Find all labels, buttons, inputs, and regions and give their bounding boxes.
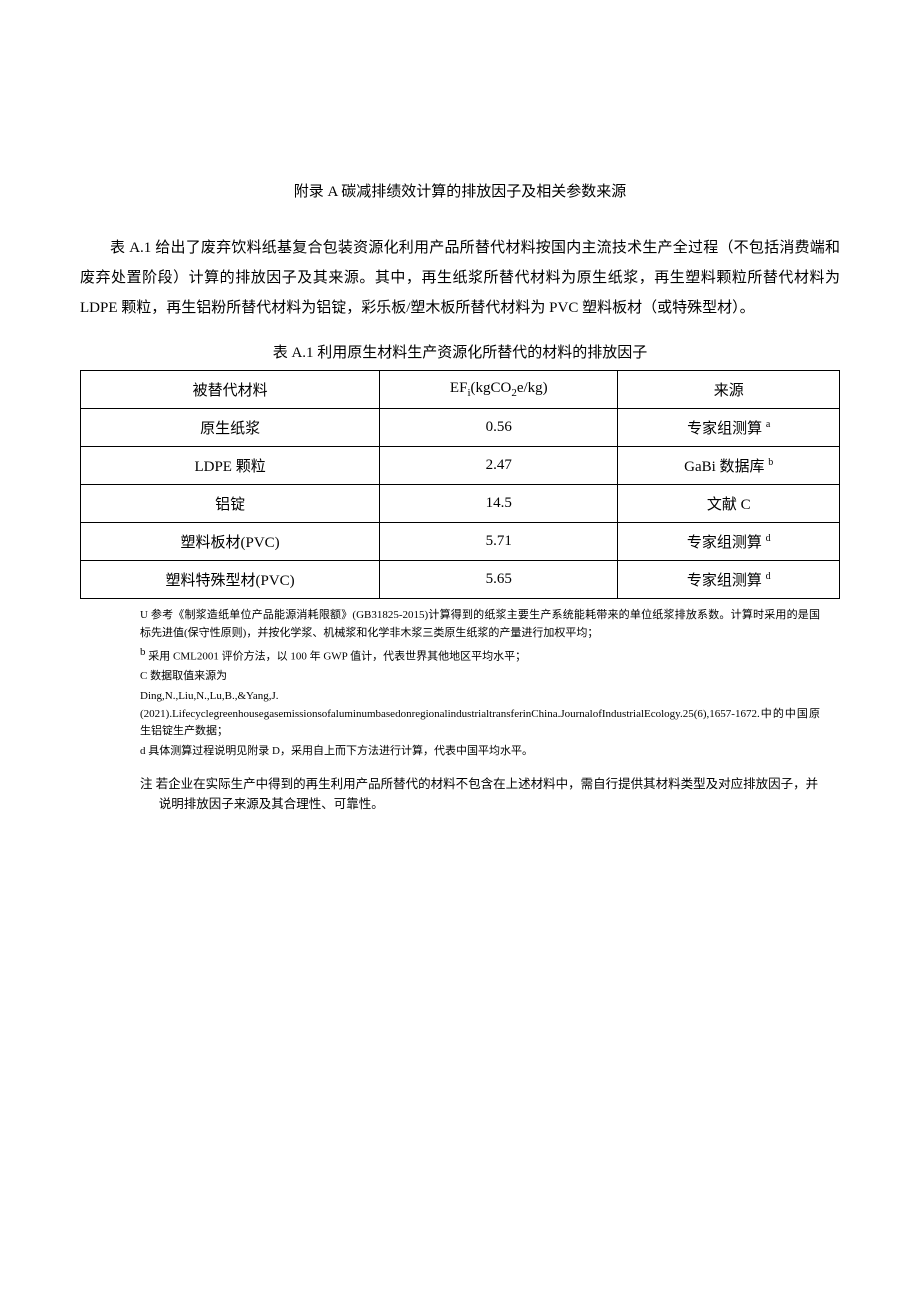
footnote-d: d 具体测算过程说明见附录 D，采用自上而下方法进行计算，代表中国平均水平。 bbox=[140, 743, 820, 761]
footnote-text-a: 参考《制浆造纸单位产品能源消耗限额》(GB31825-2015)计算得到的纸浆主… bbox=[140, 609, 820, 639]
cell-material: 塑料板材(PVC) bbox=[81, 523, 380, 561]
footnote-text-c2: Ding,N.,Liu,N.,Lu,B.,&Yang,J.(2021).Life… bbox=[140, 690, 820, 737]
footnote-b: b 采用 CML2001 评价方法，以 100 年 GWP 值计，代表世界其他地… bbox=[140, 644, 820, 666]
source-text: 专家组测算 bbox=[687, 535, 762, 551]
table-row: LDPE 颗粒 2.47 GaBi 数据库 b bbox=[81, 447, 840, 485]
footnote-text-b: 采用 CML2001 评价方法，以 100 年 GWP 值计，代表世界其他地区平… bbox=[148, 651, 526, 663]
footnote-c-cont: Ding,N.,Liu,N.,Lu,B.,&Yang,J.(2021).Life… bbox=[140, 688, 820, 741]
ef-prefix: EF bbox=[450, 380, 468, 396]
footnote-label-a: U bbox=[140, 609, 148, 621]
footnote-text-c1: 数据取值来源为 bbox=[150, 670, 227, 682]
note-text: 若企业在实际生产中得到的再生利用产品所替代的材料不包含在上述材料中，需自行提供其… bbox=[156, 777, 819, 811]
cell-material: 原生纸浆 bbox=[81, 409, 380, 447]
source-sup: d bbox=[766, 571, 771, 582]
col-header-material: 被替代材料 bbox=[81, 371, 380, 409]
note-label: 注 bbox=[140, 777, 153, 791]
table-row: 铝锭 14.5 文献 C bbox=[81, 485, 840, 523]
footnote-label-b: b bbox=[140, 646, 146, 658]
cell-source: 专家组测算 a bbox=[618, 409, 840, 447]
footnote-label-d: d bbox=[140, 745, 146, 757]
cell-source: 专家组测算 d bbox=[618, 523, 840, 561]
table-row: 塑料特殊型材(PVC) 5.65 专家组测算 d bbox=[81, 561, 840, 599]
cell-source: GaBi 数据库 b bbox=[618, 447, 840, 485]
cell-material: LDPE 颗粒 bbox=[81, 447, 380, 485]
footnotes-block: U 参考《制浆造纸单位产品能源消耗限额》(GB31825-2015)计算得到的纸… bbox=[80, 607, 840, 760]
note-block: 注 若企业在实际生产中得到的再生利用产品所替代的材料不包含在上述材料中，需自行提… bbox=[99, 774, 840, 814]
intro-paragraph: 表 A.1 给出了废弃饮料纸基复合包装资源化利用产品所替代材料按国内主流技术生产… bbox=[80, 233, 840, 323]
cell-ef: 14.5 bbox=[380, 485, 618, 523]
source-sup: b bbox=[768, 457, 773, 468]
ef-middle: (kgCO bbox=[471, 380, 512, 396]
source-text: 专家组测算 bbox=[687, 421, 762, 437]
footnote-text-d: 具体测算过程说明见附录 D，采用自上而下方法进行计算，代表中国平均水平。 bbox=[148, 745, 533, 757]
footnote-label-c: C bbox=[140, 670, 147, 682]
ef-suffix: e/kg) bbox=[517, 380, 548, 396]
table-header-row: 被替代材料 EFi(kgCO2e/kg) 来源 bbox=[81, 371, 840, 409]
source-text: GaBi 数据库 bbox=[684, 459, 764, 475]
source-sup: d bbox=[766, 533, 771, 544]
table-row: 塑料板材(PVC) 5.71 专家组测算 d bbox=[81, 523, 840, 561]
cell-ef: 0.56 bbox=[380, 409, 618, 447]
source-text: 专家组测算 bbox=[687, 573, 762, 589]
cell-ef: 5.71 bbox=[380, 523, 618, 561]
source-sup: a bbox=[766, 419, 770, 430]
appendix-title: 附录 A 碳减排绩效计算的排放因子及相关参数来源 bbox=[80, 180, 840, 201]
col-header-ef: EFi(kgCO2e/kg) bbox=[380, 371, 618, 409]
footnote-c: C 数据取值来源为 bbox=[140, 668, 820, 686]
cell-material: 铝锭 bbox=[81, 485, 380, 523]
emission-factors-table: 被替代材料 EFi(kgCO2e/kg) 来源 原生纸浆 0.56 专家组测算 … bbox=[80, 370, 840, 599]
table-row: 原生纸浆 0.56 专家组测算 a bbox=[81, 409, 840, 447]
cell-source: 文献 C bbox=[618, 485, 840, 523]
cell-ef: 5.65 bbox=[380, 561, 618, 599]
cell-material: 塑料特殊型材(PVC) bbox=[81, 561, 380, 599]
cell-source: 专家组测算 d bbox=[618, 561, 840, 599]
source-text: 文献 C bbox=[707, 497, 751, 513]
col-header-source: 来源 bbox=[618, 371, 840, 409]
cell-ef: 2.47 bbox=[380, 447, 618, 485]
table-caption: 表 A.1 利用原生材料生产资源化所替代的材料的排放因子 bbox=[80, 341, 840, 362]
footnote-a: U 参考《制浆造纸单位产品能源消耗限额》(GB31825-2015)计算得到的纸… bbox=[140, 607, 820, 642]
